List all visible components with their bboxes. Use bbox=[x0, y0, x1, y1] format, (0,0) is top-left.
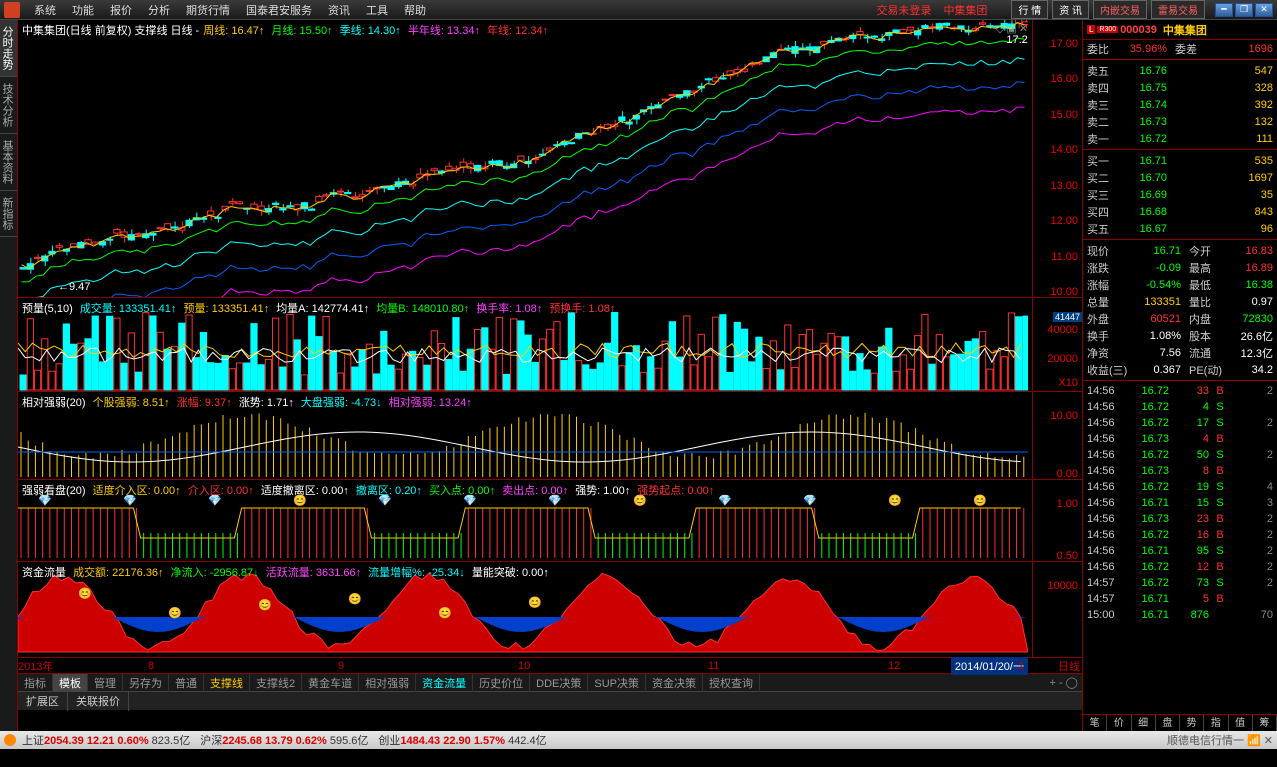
sidebar-tab[interactable]: 基本资料 bbox=[0, 134, 17, 191]
indicator-tab[interactable]: 普通 bbox=[169, 673, 204, 693]
stock-header: L R300 000039 中集集团 bbox=[1083, 20, 1277, 40]
indicator-tabs: 指标模板管理另存为普通支撑线支撑线2黄金车道相对强弱资金流量历史价位DDE决策S… bbox=[18, 674, 1082, 692]
flow-chart[interactable]: 资金流量 成交额: 22176.36↑ 净流入: -2956.87↓ 活跃流量:… bbox=[18, 562, 1082, 658]
svg-text:😊: 😊 bbox=[168, 607, 182, 620]
stock-name: 中集集团 bbox=[1163, 22, 1207, 38]
svg-text:💎: 💎 bbox=[803, 494, 817, 507]
svg-text:💎: 💎 bbox=[718, 494, 732, 507]
indicator-tab[interactable]: 指标 bbox=[18, 673, 53, 693]
login-status: 交易未登录 bbox=[876, 2, 931, 18]
tick-row: 14:5616.7212B2 bbox=[1083, 559, 1277, 575]
panel-tab[interactable]: 筹 bbox=[1253, 715, 1277, 731]
panel-tab[interactable]: 值 bbox=[1229, 715, 1253, 731]
tick-row: 14:5616.734B bbox=[1083, 431, 1277, 447]
tick-row: 14:5616.7216B2 bbox=[1083, 527, 1277, 543]
extension-tabs: 扩展区关联报价 bbox=[18, 692, 1082, 710]
menu-item[interactable]: 国泰君安服务 bbox=[238, 2, 320, 18]
time-axis: 2014/01/20/一 2013年891011121日线 bbox=[18, 658, 1082, 674]
indicator-tab[interactable]: 资金流量 bbox=[416, 673, 473, 693]
tick-row: 14:5616.7323B2 bbox=[1083, 511, 1277, 527]
left-sidebar: 分时走势技术分析基本资料新指标 bbox=[0, 20, 18, 731]
indicator-tab[interactable]: SUP决策 bbox=[588, 673, 646, 693]
stock-code: 000039 bbox=[1120, 24, 1157, 36]
indicator-tab[interactable]: 资金决策 bbox=[646, 673, 703, 693]
indicator-tab[interactable]: 支撑线2 bbox=[250, 673, 302, 693]
menu-item[interactable]: 工具 bbox=[358, 2, 396, 18]
current-date: 2014/01/20/一 bbox=[951, 657, 1028, 675]
sidebar-tab[interactable]: 新指标 bbox=[0, 191, 17, 237]
panel-bottom-tabs: 笔价细盘势指值筹 bbox=[1083, 714, 1277, 731]
svg-text:😊: 😊 bbox=[888, 494, 902, 507]
app-logo bbox=[4, 2, 20, 18]
kanpan-chart[interactable]: 强弱看盘(20) 适度介入区: 0.00↑ 介入区: 0.00↑ 适度撤离区: … bbox=[18, 480, 1082, 562]
menu-item[interactable]: 资讯 bbox=[320, 2, 358, 18]
indicator-tab[interactable]: 授权查询 bbox=[703, 673, 760, 693]
svg-text:😊: 😊 bbox=[258, 599, 272, 612]
indicator-tab[interactable]: 管理 bbox=[88, 673, 123, 693]
mode-button[interactable]: 行 情 bbox=[1011, 0, 1048, 19]
indicator-tab[interactable]: 支撑线 bbox=[204, 673, 250, 693]
menu-item[interactable]: 报价 bbox=[102, 2, 140, 18]
indicator-tab[interactable]: 黄金车道 bbox=[302, 673, 359, 693]
svg-text:😊: 😊 bbox=[348, 592, 362, 605]
tick-row: 14:5616.7250S2 bbox=[1083, 447, 1277, 463]
window-controls: ━ ❐ ✕ bbox=[1215, 3, 1273, 17]
rsi-chart[interactable]: 相对强弱(20) 个股强弱: 8.51↑ 涨幅: 9.37↑ 涨势: 1.71↑… bbox=[18, 392, 1082, 480]
svg-text:😊: 😊 bbox=[78, 587, 92, 600]
tick-row: 14:5616.7233B2 bbox=[1083, 383, 1277, 399]
panel-tab[interactable]: 价 bbox=[1107, 715, 1131, 731]
tick-row: 14:5616.7195S2 bbox=[1083, 543, 1277, 559]
tick-row: 14:5716.7273S2 bbox=[1083, 575, 1277, 591]
tick-row: 14:5616.738B bbox=[1083, 463, 1277, 479]
menu-item[interactable]: 期货行情 bbox=[178, 2, 238, 18]
chart-area: 中集集团(日线 前复权) 支撑线 日线 -周线: 16.47↑ 月线: 15.5… bbox=[18, 20, 1082, 731]
svg-text:😊: 😊 bbox=[438, 606, 452, 619]
tick-row: 14:5616.724S bbox=[1083, 399, 1277, 415]
ext-tab[interactable]: 扩展区 bbox=[18, 691, 68, 711]
ext-tab[interactable]: 关联报价 bbox=[68, 691, 129, 711]
menu-item[interactable]: 分析 bbox=[140, 2, 178, 18]
mode-button[interactable]: 资 讯 bbox=[1052, 0, 1089, 19]
menu-item[interactable]: 系统 bbox=[26, 2, 64, 18]
tick-row: 14:5616.7115S3 bbox=[1083, 495, 1277, 511]
status-bar: 上证2054.39 12.21 0.60% 823.5亿沪深2245.68 13… bbox=[0, 731, 1277, 749]
tick-row: 14:5616.7217S2 bbox=[1083, 415, 1277, 431]
mode-button[interactable]: 雷易交易 bbox=[1151, 0, 1205, 19]
quote-panel: L R300 000039 中集集团 委比35.96%委差1696 卖五16.7… bbox=[1082, 20, 1277, 731]
panel-tab[interactable]: 盘 bbox=[1156, 715, 1180, 731]
indicator-tab[interactable]: 模板 bbox=[53, 673, 88, 693]
maximize-button[interactable]: ❐ bbox=[1235, 3, 1253, 17]
main-chart-header: 中集集团(日线 前复权) 支撑线 日线 -周线: 16.47↑ 月线: 15.5… bbox=[22, 22, 552, 38]
tick-row: 14:5616.7219S4 bbox=[1083, 479, 1277, 495]
svg-text:😊: 😊 bbox=[528, 596, 542, 609]
menu-bar: 系统功能报价分析期货行情国泰君安服务资讯工具帮助 交易未登录 中集集团 行 情资… bbox=[0, 0, 1277, 20]
panel-tab[interactable]: 笔 bbox=[1083, 715, 1107, 731]
svg-text:←9.47: ←9.47 bbox=[58, 281, 90, 293]
tick-row: 14:5716.715B bbox=[1083, 591, 1277, 607]
close-button[interactable]: ✕ bbox=[1255, 3, 1273, 17]
volume-chart[interactable]: 预量(5,10) 成交量: 133351.41↑ 预量: 133351.41↑ … bbox=[18, 298, 1082, 392]
indicator-tab[interactable]: 另存为 bbox=[123, 673, 169, 693]
tick-list[interactable]: 14:5616.7233B214:5616.724S14:5616.7217S2… bbox=[1083, 383, 1277, 714]
svg-text:17.20: 17.20 bbox=[1006, 34, 1028, 46]
tick-row: 15:0016.7187670 bbox=[1083, 607, 1277, 623]
panel-tab[interactable]: 势 bbox=[1180, 715, 1204, 731]
panel-tab[interactable]: 细 bbox=[1132, 715, 1156, 731]
menu-item[interactable]: 帮助 bbox=[396, 2, 434, 18]
main-chart[interactable]: 中集集团(日线 前复权) 支撑线 日线 -周线: 16.47↑ 月线: 15.5… bbox=[18, 20, 1082, 298]
indicator-tab[interactable]: DDE决策 bbox=[530, 673, 588, 693]
header-stock-name: 中集集团 bbox=[943, 2, 987, 18]
panel-tab[interactable]: 指 bbox=[1204, 715, 1228, 731]
mode-button[interactable]: 内嵌交易 bbox=[1093, 0, 1147, 19]
menu-item[interactable]: 功能 bbox=[64, 2, 102, 18]
indicator-tab[interactable]: 相对强弱 bbox=[359, 673, 416, 693]
sidebar-tab[interactable]: 分时走势 bbox=[0, 20, 17, 77]
svg-text:😊: 😊 bbox=[973, 494, 987, 507]
indicator-tab[interactable]: 历史价位 bbox=[473, 673, 530, 693]
minimize-button[interactable]: ━ bbox=[1215, 3, 1233, 17]
sidebar-tab[interactable]: 技术分析 bbox=[0, 77, 17, 134]
